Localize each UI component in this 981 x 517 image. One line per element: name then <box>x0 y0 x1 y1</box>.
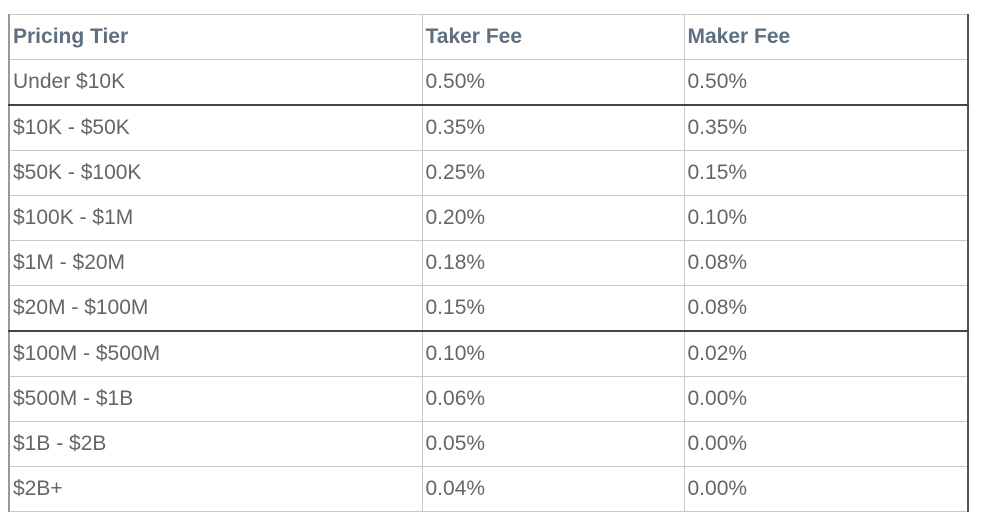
taker-fee-cell: 0.10% <box>421 330 685 377</box>
maker-fee-cell: 0.35% <box>683 104 969 151</box>
taker-fee-cell: 0.35% <box>421 104 685 151</box>
maker-fee-cell: 0.08% <box>683 285 969 332</box>
maker-fee-cell: 0.08% <box>683 240 969 286</box>
taker-fee-cell: 0.05% <box>421 421 685 467</box>
taker-fee-cell: 0.25% <box>421 150 685 196</box>
taker-fee-cell: 0.06% <box>421 376 685 422</box>
fee-schedule-table: Pricing Tier Taker Fee Maker Fee Under $… <box>8 14 969 512</box>
header-maker-fee: Maker Fee <box>683 14 969 60</box>
maker-fee-cell: 0.10% <box>683 195 969 241</box>
taker-fee-cell: 0.20% <box>421 195 685 241</box>
table-row: Under $10K 0.50% 0.50% <box>8 59 969 106</box>
taker-fee-cell: 0.15% <box>421 285 685 332</box>
pricing-tier-cell: Under $10K <box>8 59 423 106</box>
table-row: $100M - $500M 0.10% 0.02% <box>8 330 969 377</box>
pricing-tier-cell: $50K - $100K <box>8 150 423 196</box>
pricing-tier-cell: $2B+ <box>8 466 423 512</box>
maker-fee-cell: 0.15% <box>683 150 969 196</box>
table-row: $100K - $1M 0.20% 0.10% <box>8 195 969 241</box>
header-taker-fee: Taker Fee <box>421 14 685 60</box>
pricing-tier-cell: $100K - $1M <box>8 195 423 241</box>
taker-fee-cell: 0.50% <box>421 59 685 106</box>
taker-fee-cell: 0.18% <box>421 240 685 286</box>
pricing-tier-cell: $1B - $2B <box>8 421 423 467</box>
maker-fee-cell: 0.00% <box>683 466 969 512</box>
pricing-tier-cell: $100M - $500M <box>8 330 423 377</box>
table-row: $500M - $1B 0.06% 0.00% <box>8 376 969 422</box>
header-pricing-tier: Pricing Tier <box>8 14 423 60</box>
table-row: $50K - $100K 0.25% 0.15% <box>8 150 969 196</box>
table-row: $10K - $50K 0.35% 0.35% <box>8 104 969 151</box>
table-header-row: Pricing Tier Taker Fee Maker Fee <box>8 14 969 60</box>
maker-fee-cell: 0.00% <box>683 376 969 422</box>
pricing-tier-cell: $20M - $100M <box>8 285 423 332</box>
maker-fee-cell: 0.50% <box>683 59 969 106</box>
table-row: $20M - $100M 0.15% 0.08% <box>8 285 969 332</box>
table-row: $1M - $20M 0.18% 0.08% <box>8 240 969 286</box>
maker-fee-cell: 0.00% <box>683 421 969 467</box>
pricing-tier-cell: $1M - $20M <box>8 240 423 286</box>
table-row: $1B - $2B 0.05% 0.00% <box>8 421 969 467</box>
maker-fee-cell: 0.02% <box>683 330 969 377</box>
pricing-tier-cell: $10K - $50K <box>8 104 423 151</box>
pricing-tier-cell: $500M - $1B <box>8 376 423 422</box>
taker-fee-cell: 0.04% <box>421 466 685 512</box>
table-row: $2B+ 0.04% 0.00% <box>8 466 969 512</box>
